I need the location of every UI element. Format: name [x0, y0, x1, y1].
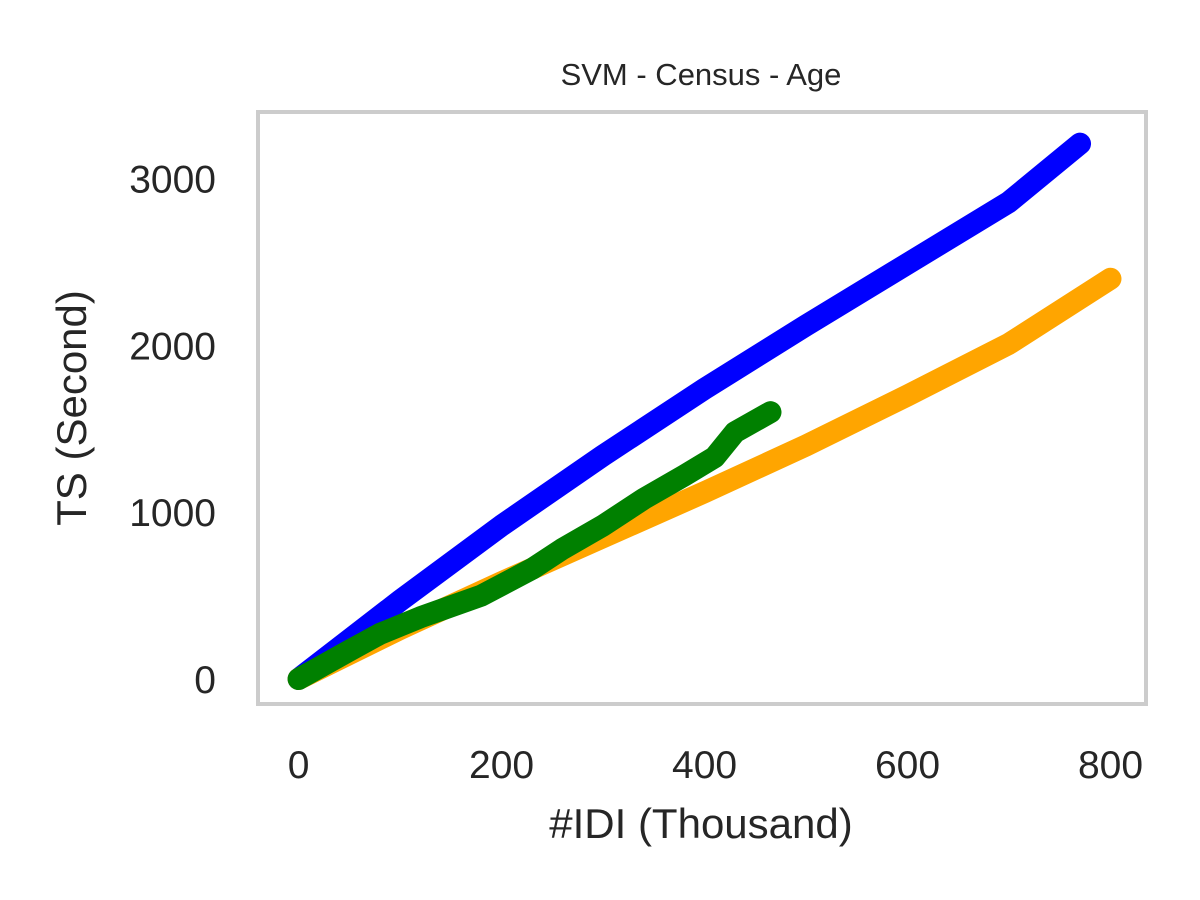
- y-axis-ticks: 0 1000 2000 3000: [129, 159, 216, 702]
- series-line-3: [287, 401, 782, 690]
- x-tick-label: 400: [672, 744, 737, 787]
- x-tick-label: 600: [875, 744, 940, 787]
- series-line-1: [287, 132, 1092, 690]
- y-tick-label: 0: [194, 659, 216, 702]
- x-axis-ticks: 0 200 400 600 800: [288, 744, 1143, 787]
- chart-title: SVM - Census - Age: [561, 57, 842, 92]
- x-tick-label: 800: [1078, 744, 1143, 787]
- series-layer: [287, 132, 1122, 690]
- y-tick-label: 1000: [129, 492, 216, 535]
- x-axis-label: #IDI (Thousand): [549, 800, 852, 847]
- y-axis-label: TS (Second): [48, 290, 95, 526]
- y-tick-label: 2000: [129, 325, 216, 368]
- y-tick-label: 3000: [129, 159, 216, 202]
- x-tick-label: 0: [288, 744, 310, 787]
- x-tick-label: 200: [469, 744, 534, 787]
